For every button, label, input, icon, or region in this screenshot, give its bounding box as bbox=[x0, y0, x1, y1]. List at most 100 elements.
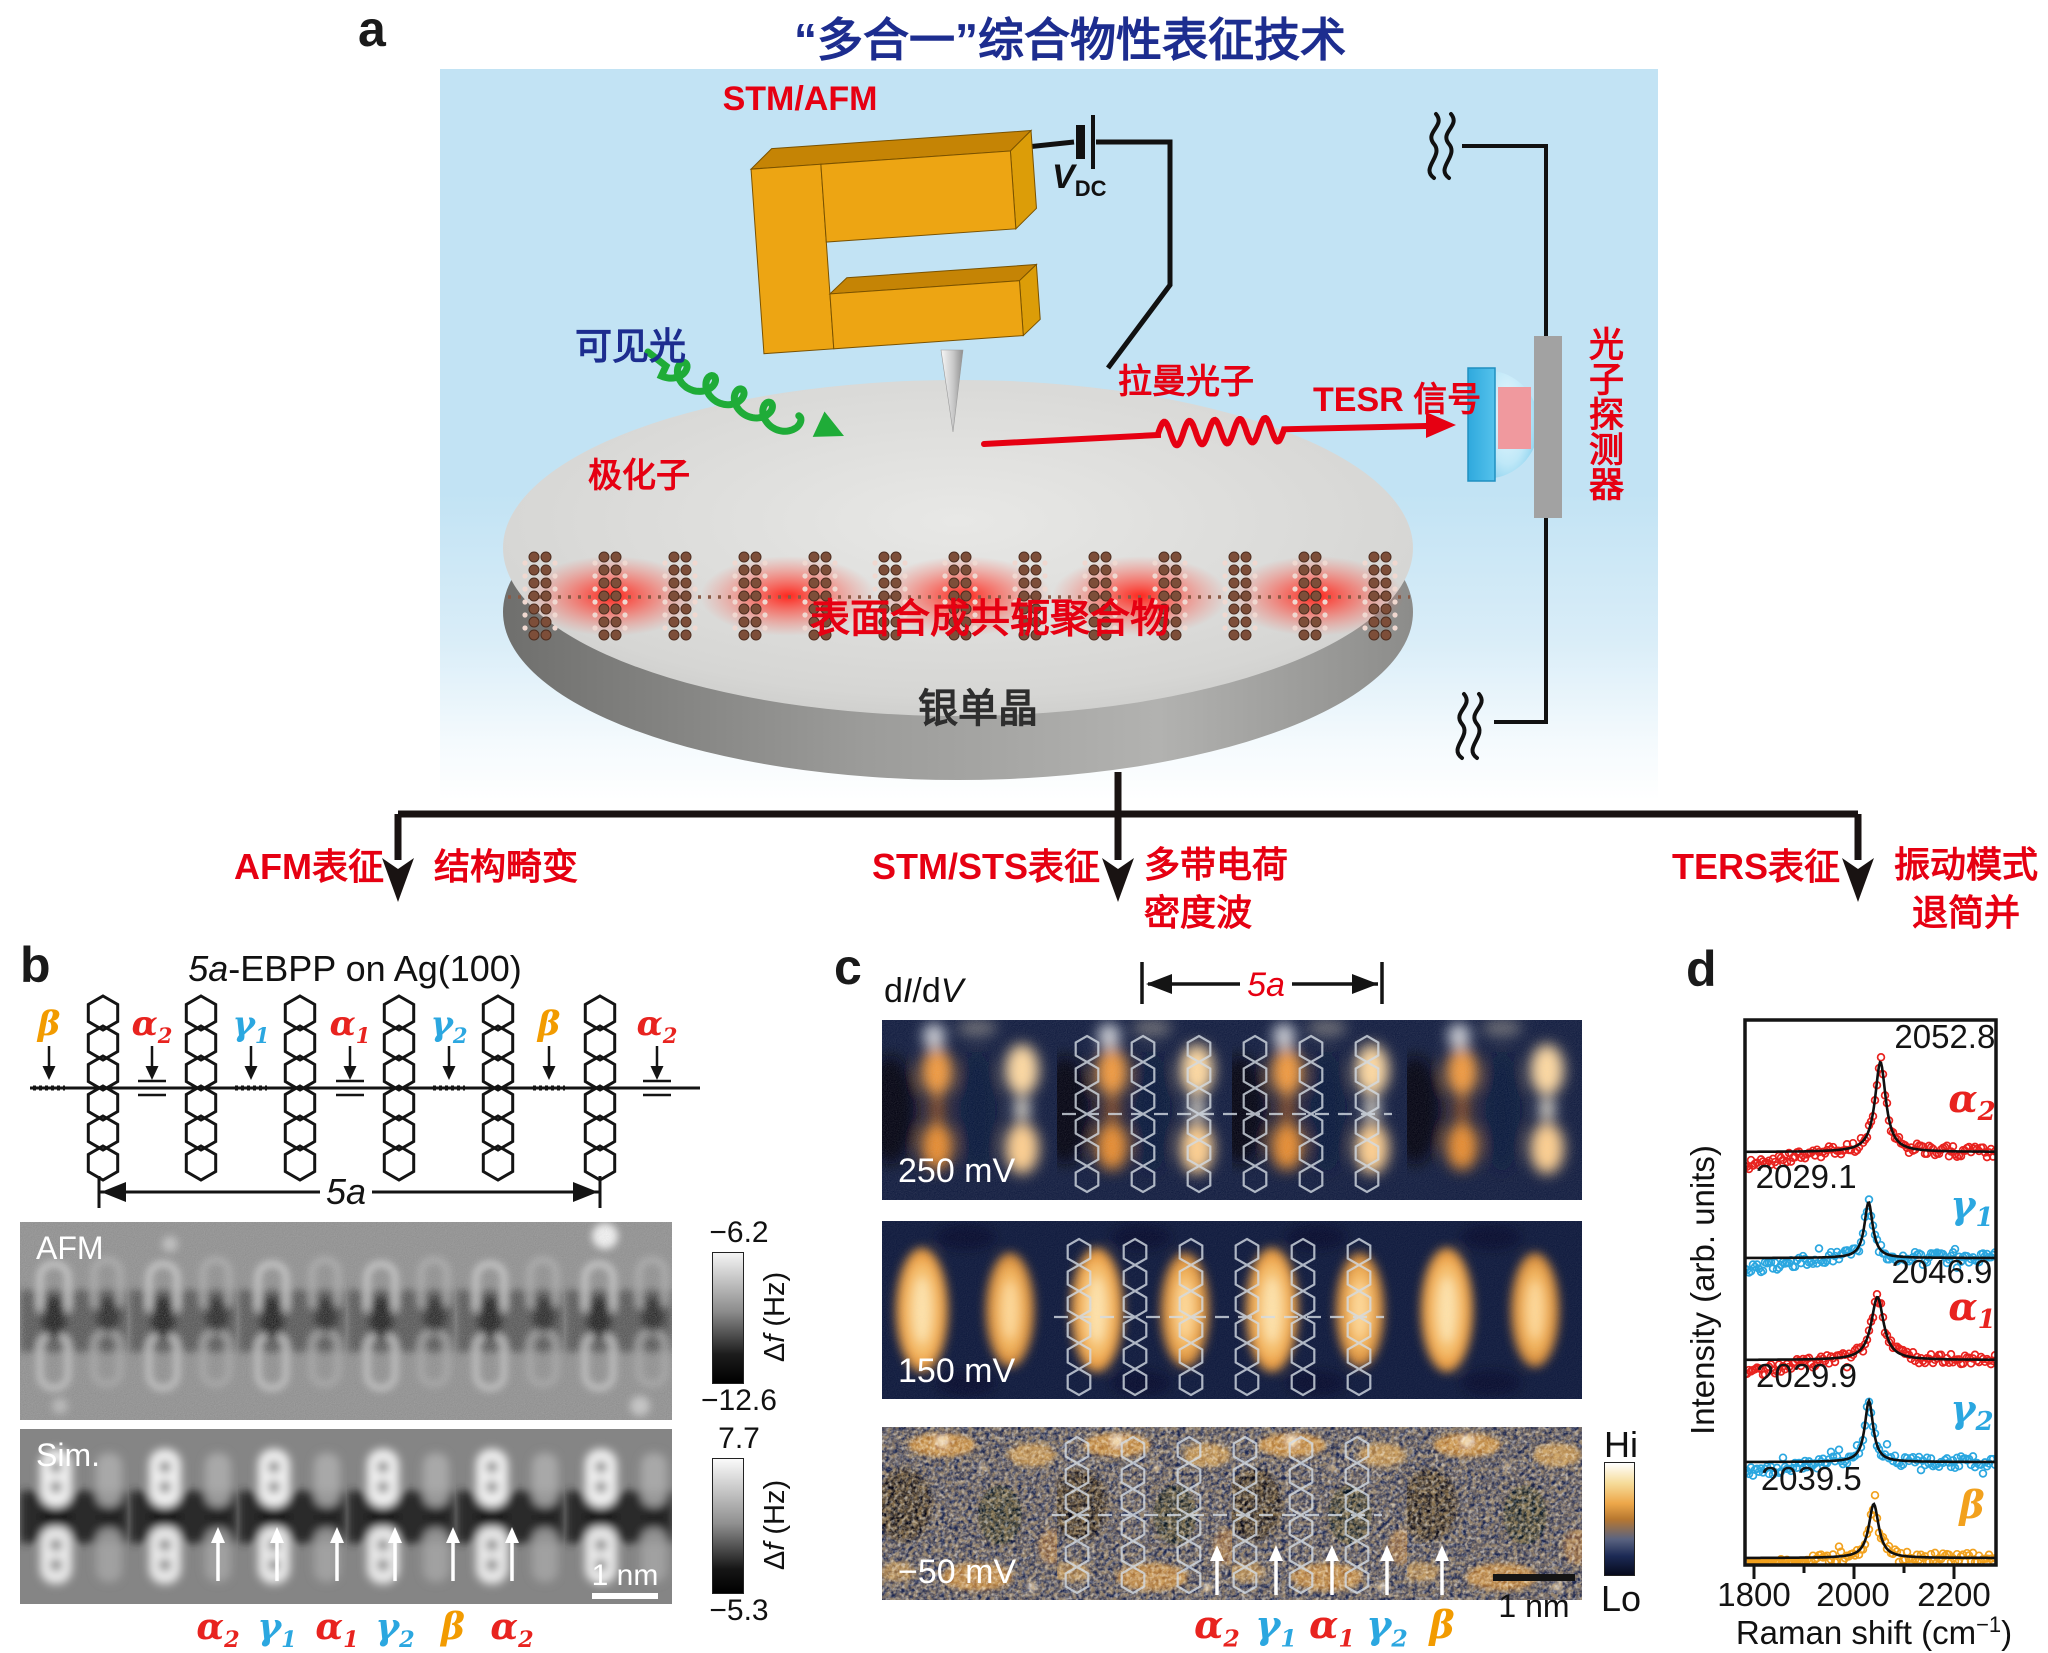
sim-label-γ1: γ1 bbox=[257, 1606, 297, 1653]
didv-map-250mv bbox=[882, 1020, 1582, 1200]
stm-tip bbox=[940, 349, 964, 433]
svg-text:α1: α1 bbox=[1948, 1284, 1995, 1335]
sim-colorbar-unit: Δf (Hz) bbox=[759, 1479, 791, 1571]
lo-label: Lo bbox=[1600, 1578, 1642, 1619]
didv-label-α2: α2 bbox=[1194, 1602, 1240, 1653]
didv-map-150mv bbox=[882, 1221, 1582, 1399]
afm-colorbar-top: −6.2 bbox=[709, 1216, 769, 1249]
svg-text:β: β bbox=[1957, 1482, 1984, 1527]
sim-colorbar-bottom: −5.3 bbox=[709, 1594, 769, 1627]
sim-label-γ2: γ2 bbox=[375, 1606, 415, 1653]
bias-label-250mv: 250 mV bbox=[898, 1152, 1016, 1190]
afm-colorbar bbox=[712, 1252, 744, 1384]
x-axis-ticks bbox=[1752, 1565, 1956, 1579]
sim-colorbar bbox=[712, 1458, 744, 1594]
didv-label-β: β bbox=[1429, 1602, 1455, 1647]
battery-icon bbox=[1076, 115, 1095, 169]
site-label-α1: α1 bbox=[329, 1004, 371, 1048]
sim-image-tag: Sim. bbox=[36, 1437, 100, 1473]
svg-text:γ2: γ2 bbox=[1950, 1386, 1993, 1437]
vdc-label: VDC bbox=[1052, 158, 1106, 202]
branch-ters-method: TERS表征 bbox=[1671, 846, 1840, 887]
svg-text:γ1: γ1 bbox=[1950, 1182, 1993, 1233]
panel-b-title-rest: -EBPP on Ag(100) bbox=[228, 948, 522, 989]
chemical-structure: 5a bbox=[30, 990, 700, 1212]
vdc-subscript: DC bbox=[1074, 175, 1107, 201]
peak-annotations: 2052.8 α2 2029.1 γ1 2046.9α1 2029.9 γ2 2039.5 β bbox=[1756, 1018, 1996, 1527]
polymer-label: 表面合成共轭聚合物 bbox=[810, 597, 1170, 641]
afm-image-tag: AFM bbox=[36, 1230, 104, 1266]
svg-text:2039.5: 2039.5 bbox=[1761, 1460, 1862, 1497]
hi-label: Hi bbox=[1604, 1424, 1638, 1465]
sim-scalebar bbox=[592, 1593, 658, 1599]
visible-light-arrowhead-icon bbox=[812, 411, 844, 437]
raman-signal-arrowhead-icon bbox=[1426, 412, 1456, 438]
panel-b-title: 5a-EBPP on Ag(100) bbox=[120, 948, 590, 990]
tuning-fork bbox=[749, 129, 1041, 355]
c-scalebar bbox=[1493, 1574, 1575, 1581]
detector-element-icon bbox=[1498, 387, 1531, 449]
plot-frame bbox=[1743, 1018, 1998, 1567]
hilo-colorbar bbox=[1604, 1462, 1635, 1576]
x-tick-labels: 1800 2000 2200 bbox=[1717, 1576, 1990, 1613]
panel-a-scene bbox=[503, 112, 1562, 780]
bias-label-neg50mv: −50 mV bbox=[898, 1553, 1017, 1591]
bias-label-150mv: 150 mV bbox=[898, 1352, 1016, 1390]
svg-text:α2: α2 bbox=[1948, 1076, 1995, 1127]
raman-signal-arrow bbox=[981, 414, 1429, 449]
sim-label-β: β bbox=[441, 1606, 465, 1648]
branch-stm-result-2: 密度波 bbox=[1144, 892, 1253, 933]
site-label-α2: α2 bbox=[636, 1004, 678, 1048]
didv-label-α1: α1 bbox=[1309, 1602, 1355, 1653]
visible-light-label: 可见光 bbox=[575, 326, 686, 367]
y-axis-label: Intensity (arb. units) bbox=[1684, 1145, 1721, 1435]
branch-stm-result-1: 多带电荷 bbox=[1144, 844, 1289, 885]
didv-map-neg50mv bbox=[882, 1427, 1582, 1600]
svg-text:2029.9: 2029.9 bbox=[1756, 1357, 1857, 1394]
photon-detector-label: 光子探测器 bbox=[1584, 326, 1623, 501]
dimension-5a-c-text: 5a bbox=[1247, 966, 1285, 1004]
branch-afm-method: AFM表征 bbox=[234, 846, 384, 887]
site-arrows bbox=[42, 1046, 664, 1080]
site-label-β: β bbox=[537, 1004, 561, 1044]
tesr-signal-label: TESR 信号 bbox=[1313, 381, 1482, 419]
visible-light-arrow bbox=[644, 348, 805, 435]
x-tick-1800: 1800 bbox=[1717, 1576, 1790, 1613]
svg-text:2029.1: 2029.1 bbox=[1756, 1158, 1857, 1195]
raman-photon-label: 拉曼光子 bbox=[1118, 363, 1254, 401]
x-axis-label: Raman shift (cm−1) bbox=[1735, 1612, 2013, 1651]
panel-c-label: c bbox=[834, 939, 862, 995]
sim-site-arrows bbox=[211, 1527, 519, 1581]
sim-label-α1: α1 bbox=[315, 1606, 359, 1653]
site-label-α2: α2 bbox=[131, 1004, 173, 1048]
sim-label-α2: α2 bbox=[490, 1606, 534, 1653]
dimension-5a-c: 5a bbox=[1140, 962, 1384, 1004]
panel-b-title-italic: 5a bbox=[188, 948, 229, 989]
panel-d-label: d bbox=[1686, 941, 1717, 997]
svg-text:2046.9: 2046.9 bbox=[1891, 1253, 1992, 1290]
silver-crystal-label: 银单晶 bbox=[918, 687, 1038, 731]
polaron-label: 极化子 bbox=[588, 457, 690, 495]
panel-a-label: a bbox=[358, 1, 386, 57]
didv-label-γ2: γ2 bbox=[1366, 1602, 1408, 1653]
panel-a-title: “多合一”综合物性表征技术 bbox=[794, 14, 1346, 66]
bond-links bbox=[33, 1079, 671, 1097]
stm-afm-label: STM/AFM bbox=[722, 80, 878, 118]
afm-colorbar-unit: Δf (Hz) bbox=[759, 1271, 791, 1363]
detector-plate-icon bbox=[1534, 336, 1562, 518]
didv-site-arrows bbox=[1210, 1545, 1449, 1595]
site-label-β: β bbox=[37, 1004, 61, 1044]
branch-stm-method: STM/STS表征 bbox=[871, 846, 1100, 887]
sim-image: 1 nm bbox=[20, 1429, 672, 1604]
site-label-γ2: γ2 bbox=[430, 1004, 468, 1048]
vdc-symbol: V bbox=[1052, 158, 1075, 196]
site-label-γ1: γ1 bbox=[232, 1004, 270, 1048]
branch-afm-result: 结构畸变 bbox=[434, 846, 579, 887]
branch-ters-result-1: 振动模式 bbox=[1893, 844, 2038, 885]
raman-plot: 2052.8α22029.1γ12046.9α12029.9γ22039.5β … bbox=[1717, 1018, 1998, 1613]
sim-label-α2: α2 bbox=[196, 1606, 240, 1653]
svg-text:2052.8: 2052.8 bbox=[1894, 1018, 1995, 1055]
c-scalebar-text: 1 nm bbox=[1498, 1588, 1570, 1624]
